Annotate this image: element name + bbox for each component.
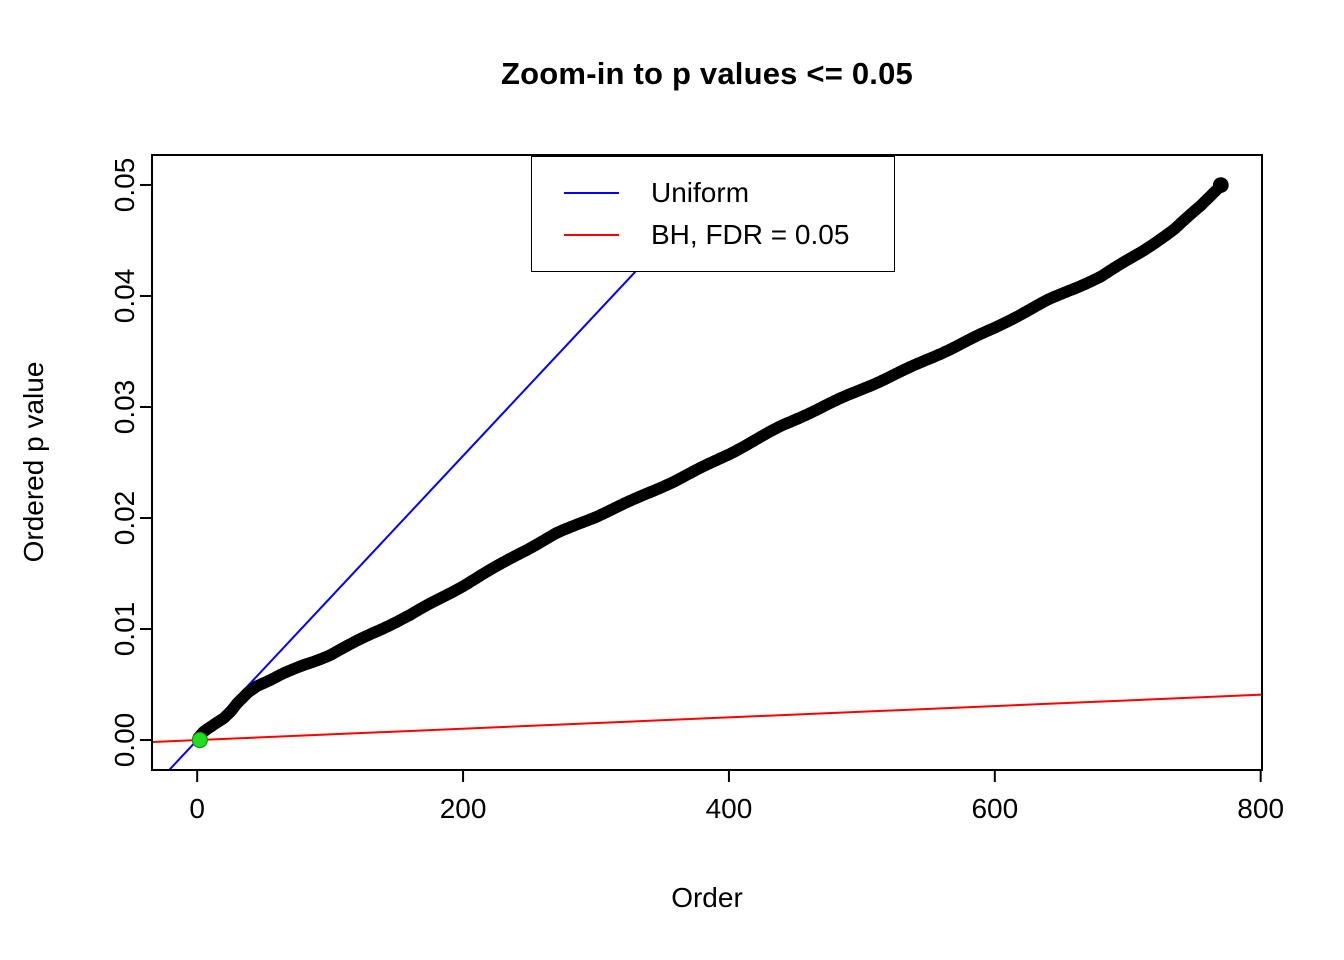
- chart-title: Zoom-in to p values <= 0.05: [501, 56, 913, 91]
- y-tick-label: 0.00: [109, 713, 140, 768]
- legend-line-uniform-swatch: [564, 192, 619, 194]
- y-tick-label: 0.01: [109, 602, 140, 657]
- legend-label-uniform: Uniform: [651, 177, 750, 208]
- x-tick-label: 800: [1237, 793, 1284, 824]
- legend-item-bh-fdr: BH, FDR = 0.05: [564, 221, 894, 249]
- y-tick-label: 0.05: [109, 158, 140, 213]
- y-tick-label: 0.04: [109, 269, 140, 324]
- x-tick-label: 400: [706, 793, 753, 824]
- highlight-point: [191, 731, 208, 749]
- x-tick-label: 600: [971, 793, 1018, 824]
- legend: Uniform BH, FDR = 0.05: [531, 156, 895, 272]
- y-tick-label: 0.02: [109, 491, 140, 546]
- legend-label-bh-fdr: BH, FDR = 0.05: [651, 219, 850, 250]
- legend-item-uniform: Uniform: [564, 179, 894, 207]
- x-axis-label: Order: [671, 882, 743, 913]
- y-axis-label: Ordered p value: [18, 361, 49, 563]
- x-tick-label: 200: [440, 793, 487, 824]
- legend-line-bh-swatch: [564, 234, 619, 236]
- x-tick-label: 0: [189, 793, 205, 824]
- y-tick-label: 0.03: [109, 380, 140, 435]
